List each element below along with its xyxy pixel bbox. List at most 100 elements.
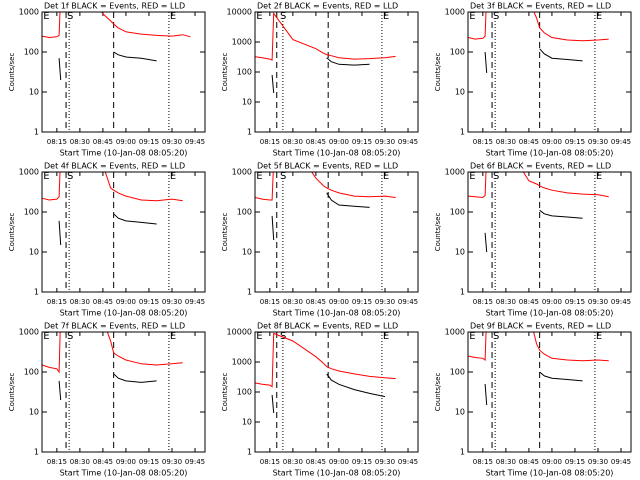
y-tick-label: 1000 [232,38,252,47]
x-axis-label: Start Time (10-Jan-08 08:05:20) [273,469,401,478]
annotation: S [493,171,499,182]
x-tick-label: 08:45 [306,298,326,306]
y-axis-label: Counts/sec [434,213,442,252]
plot-frame [254,171,419,293]
y-tick-label: 1 [34,288,39,297]
annotation: S [493,331,499,342]
series-line [468,172,609,199]
y-tick-label: 100 [237,68,252,77]
x-tick-label: 09:45 [185,298,205,306]
annotation: E [383,11,389,22]
x-tick-label: 09:45 [398,138,418,146]
x-axis-label: Start Time (10-Jan-08 08:05:20) [60,309,188,318]
x-axis-label: Start Time (10-Jan-08 08:05:20) [486,309,614,318]
x-tick-label: 08:15 [47,458,67,466]
plot-frame [467,11,632,133]
x-tick-label: 08:15 [260,458,280,466]
annotation: S [280,11,286,22]
plot-frame [254,331,419,453]
y-axis-label: Counts/sec [434,373,442,412]
chart-title: Det 9f BLACK = Events, RED = LLD [470,322,611,331]
x-tick-label: 09:30 [588,298,608,306]
series-line [255,172,396,201]
annotation: E [43,331,49,342]
series-line [468,332,609,362]
x-tick-label: 08:45 [306,458,326,466]
y-tick-label: 1000 [19,168,39,177]
x-tick-label: 08:30 [70,298,90,306]
x-tick-label: 09:00 [542,458,562,466]
y-tick-label: 1000 [445,8,465,17]
series-line [255,332,396,388]
y-tick-label: 100 [24,208,39,217]
annotation: S [493,11,499,22]
panel: Det 7f BLACK = Events, RED = LLD Start Ti… [8,322,206,478]
y-axis-label: Counts/sec [8,53,16,92]
annotation: S [67,11,73,22]
series-line [484,209,583,253]
panel: Det 4f BLACK = Events, RED = LLD Start Ti… [8,162,206,318]
plot-frame [467,331,632,453]
y-tick-label: 1000 [445,168,465,177]
x-tick-label: 09:45 [398,298,418,306]
annotation: E [170,11,176,22]
x-tick-label: 08:30 [496,458,516,466]
y-tick-label: 1000 [232,358,252,367]
annotation: E [469,171,475,182]
x-tick-label: 08:45 [93,298,113,306]
x-tick-label: 08:45 [306,138,326,146]
y-tick-label: 100 [450,208,465,217]
x-tick-label: 08:45 [519,458,539,466]
annotation: E [256,11,262,22]
x-tick-label: 09:30 [162,298,182,306]
x-tick-label: 09:00 [542,138,562,146]
x-tick-label: 09:45 [611,458,631,466]
panel: Det 5f BLACK = Events, RED = LLD Start Ti… [221,162,419,318]
series-line [42,172,183,202]
y-tick-label: 100 [450,48,465,57]
series-line [271,373,386,414]
x-tick-label: 08:15 [47,298,67,306]
chart-title: Det 4f BLACK = Events, RED = LLD [44,162,185,171]
x-tick-label: 08:15 [260,298,280,306]
y-axis-label: Counts/sec [8,373,16,412]
y-axis-label: Counts/sec [8,213,16,252]
y-tick-label: 10000 [227,8,252,17]
x-axis-label: Start Time (10-Jan-08 08:05:20) [486,469,614,478]
annotation: E [383,171,389,182]
x-tick-label: 09:30 [162,458,182,466]
x-axis-label: Start Time (10-Jan-08 08:05:20) [273,309,401,318]
x-tick-label: 08:15 [47,138,67,146]
y-axis-label: Counts/sec [221,53,229,92]
panel: Det 2f BLACK = Events, RED = LLD Start Ti… [221,2,419,158]
annotation: E [170,171,176,182]
plot-frame [41,171,206,293]
y-axis-label: Counts/sec [434,53,442,92]
x-tick-label: 09:15 [565,138,585,146]
y-axis-label: Counts/sec [221,373,229,412]
series-line [255,12,396,61]
x-tick-label: 08:15 [473,138,493,146]
x-tick-label: 09:15 [565,458,585,466]
x-tick-label: 09:45 [611,298,631,306]
y-tick-label: 100 [237,208,252,217]
series-line [484,48,583,73]
x-tick-label: 08:45 [519,138,539,146]
x-tick-label: 09:00 [329,298,349,306]
x-axis-label: Start Time (10-Jan-08 08:05:20) [60,149,188,158]
y-tick-label: 1000 [19,328,39,337]
series-line [271,57,370,94]
x-tick-label: 09:00 [542,298,562,306]
x-tick-label: 09:00 [116,458,136,466]
chart-title: Det 8f BLACK = Events, RED = LLD [257,322,398,331]
annotation: E [596,11,602,22]
series-line [42,12,191,39]
x-axis-label: Start Time (10-Jan-08 08:05:20) [486,149,614,158]
x-tick-label: 08:30 [283,458,303,466]
x-tick-label: 09:00 [329,138,349,146]
y-tick-label: 10 [242,248,252,257]
y-tick-label: 10 [29,408,39,417]
annotation: S [67,331,73,342]
series-line [58,373,157,401]
annotation: S [280,171,286,182]
